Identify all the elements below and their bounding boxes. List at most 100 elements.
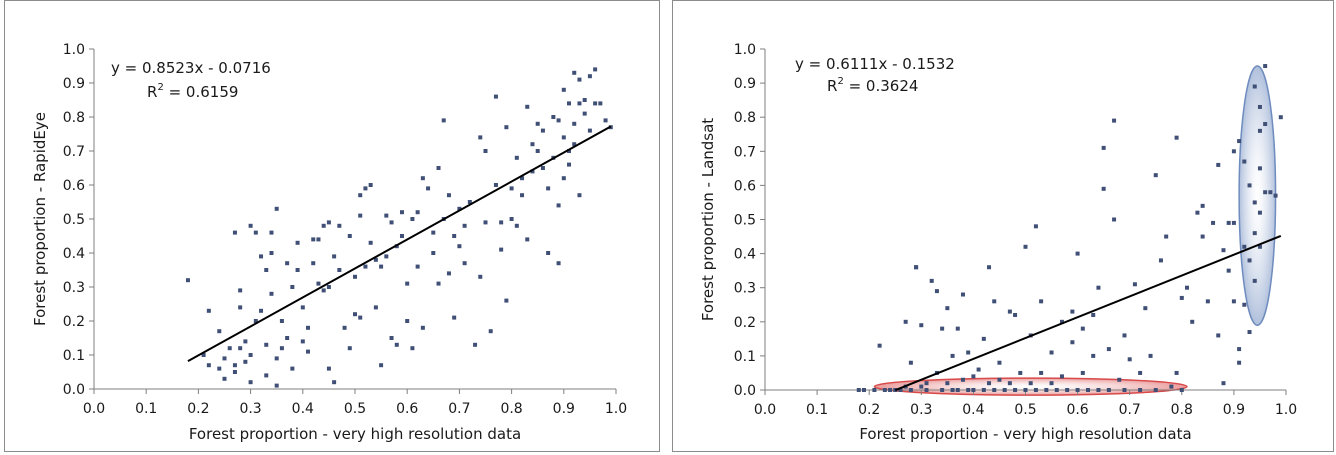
data-point	[514, 223, 519, 228]
data-point	[1007, 309, 1012, 314]
data-point	[483, 220, 488, 225]
trendline	[894, 235, 1282, 392]
data-point	[410, 346, 415, 351]
data-point	[1169, 384, 1174, 389]
data-point	[1242, 159, 1247, 164]
x-tick-label: 0.2	[187, 401, 209, 417]
r2-symbol: R	[827, 77, 837, 95]
y-tick-label: 0.1	[63, 348, 85, 364]
data-point	[955, 326, 960, 331]
data-point	[1273, 193, 1278, 198]
data-point	[924, 381, 929, 386]
data-point	[1018, 370, 1023, 375]
data-point	[577, 101, 582, 106]
data-point	[1252, 84, 1257, 89]
data-point	[415, 210, 420, 215]
data-point	[493, 183, 498, 187]
data-point	[861, 388, 866, 392]
data-point	[478, 135, 483, 140]
data-point	[321, 288, 326, 293]
data-point	[232, 363, 237, 368]
data-point	[593, 67, 598, 72]
data-point	[1106, 388, 1111, 392]
data-point	[290, 285, 295, 289]
data-point	[950, 353, 955, 358]
data-point	[981, 336, 986, 341]
r2-value: = 0.6159	[164, 83, 239, 101]
data-point	[551, 115, 556, 119]
data-point	[1242, 244, 1247, 249]
data-point	[603, 118, 608, 123]
data-point	[1039, 370, 1044, 375]
data-point	[1257, 166, 1262, 171]
data-point	[1002, 388, 1007, 392]
data-point	[452, 234, 457, 238]
data-point	[1153, 173, 1158, 178]
data-point	[898, 388, 903, 392]
data-point	[405, 319, 410, 323]
data-point	[274, 383, 279, 388]
data-point	[457, 244, 462, 249]
data-point	[1070, 309, 1075, 314]
x-tick-label: 0.1	[135, 401, 157, 417]
x-tick-label: 0.3	[239, 401, 261, 417]
y-tick-label: 0.7	[734, 144, 756, 160]
r-squared-label: R2 = 0.3624	[827, 76, 918, 95]
data-point	[520, 193, 525, 198]
data-point	[966, 388, 971, 392]
data-point	[577, 77, 582, 82]
data-point	[556, 261, 561, 266]
data-point	[426, 186, 431, 191]
x-tick-label: 0.9	[1223, 402, 1245, 418]
x-tick-label: 0.5	[1014, 402, 1036, 418]
data-point	[1112, 118, 1117, 123]
x-tick-label: 0.6	[1066, 402, 1088, 418]
data-point	[217, 329, 222, 334]
data-point	[1049, 350, 1054, 355]
data-point	[1132, 282, 1137, 287]
data-point	[1278, 115, 1283, 120]
y-tick-label: 0.4	[734, 247, 756, 263]
data-point	[971, 388, 976, 392]
data-point	[1174, 135, 1179, 140]
data-point	[1023, 388, 1028, 392]
data-point	[924, 388, 929, 392]
y-tick-label: 0.3	[734, 281, 756, 297]
data-point	[206, 308, 211, 313]
data-point	[379, 363, 384, 368]
data-point	[587, 74, 592, 79]
data-point	[368, 240, 373, 245]
x-tick-label: 0.9	[553, 401, 575, 417]
data-point	[217, 366, 222, 371]
data-point	[452, 315, 457, 320]
data-point	[1174, 370, 1179, 375]
data-point	[399, 210, 404, 215]
y-tick-label: 1.0	[63, 42, 85, 58]
data-point	[504, 298, 509, 303]
data-point	[379, 264, 384, 269]
data-point	[420, 325, 425, 330]
data-point	[908, 388, 913, 392]
x-tick-label: 0.5	[344, 401, 366, 417]
data-point	[264, 342, 269, 347]
data-point	[992, 388, 997, 392]
data-point	[394, 342, 399, 347]
data-point	[535, 149, 540, 153]
data-point	[399, 234, 404, 238]
data-point	[253, 230, 258, 235]
data-point	[347, 234, 352, 238]
data-point	[306, 349, 311, 354]
y-tick-label: 0.1	[734, 349, 756, 365]
data-point	[431, 230, 436, 235]
data-point	[1231, 299, 1236, 304]
data-point	[856, 388, 861, 392]
data-point	[342, 325, 347, 330]
data-point	[1138, 370, 1143, 375]
data-point	[462, 223, 467, 228]
data-point	[530, 169, 535, 174]
x-tick-label: 0.7	[448, 401, 470, 417]
regression-equation: y = 0.8523x - 0.0716	[111, 59, 271, 77]
data-point	[290, 366, 295, 371]
data-point	[269, 230, 274, 235]
data-point	[274, 206, 279, 211]
